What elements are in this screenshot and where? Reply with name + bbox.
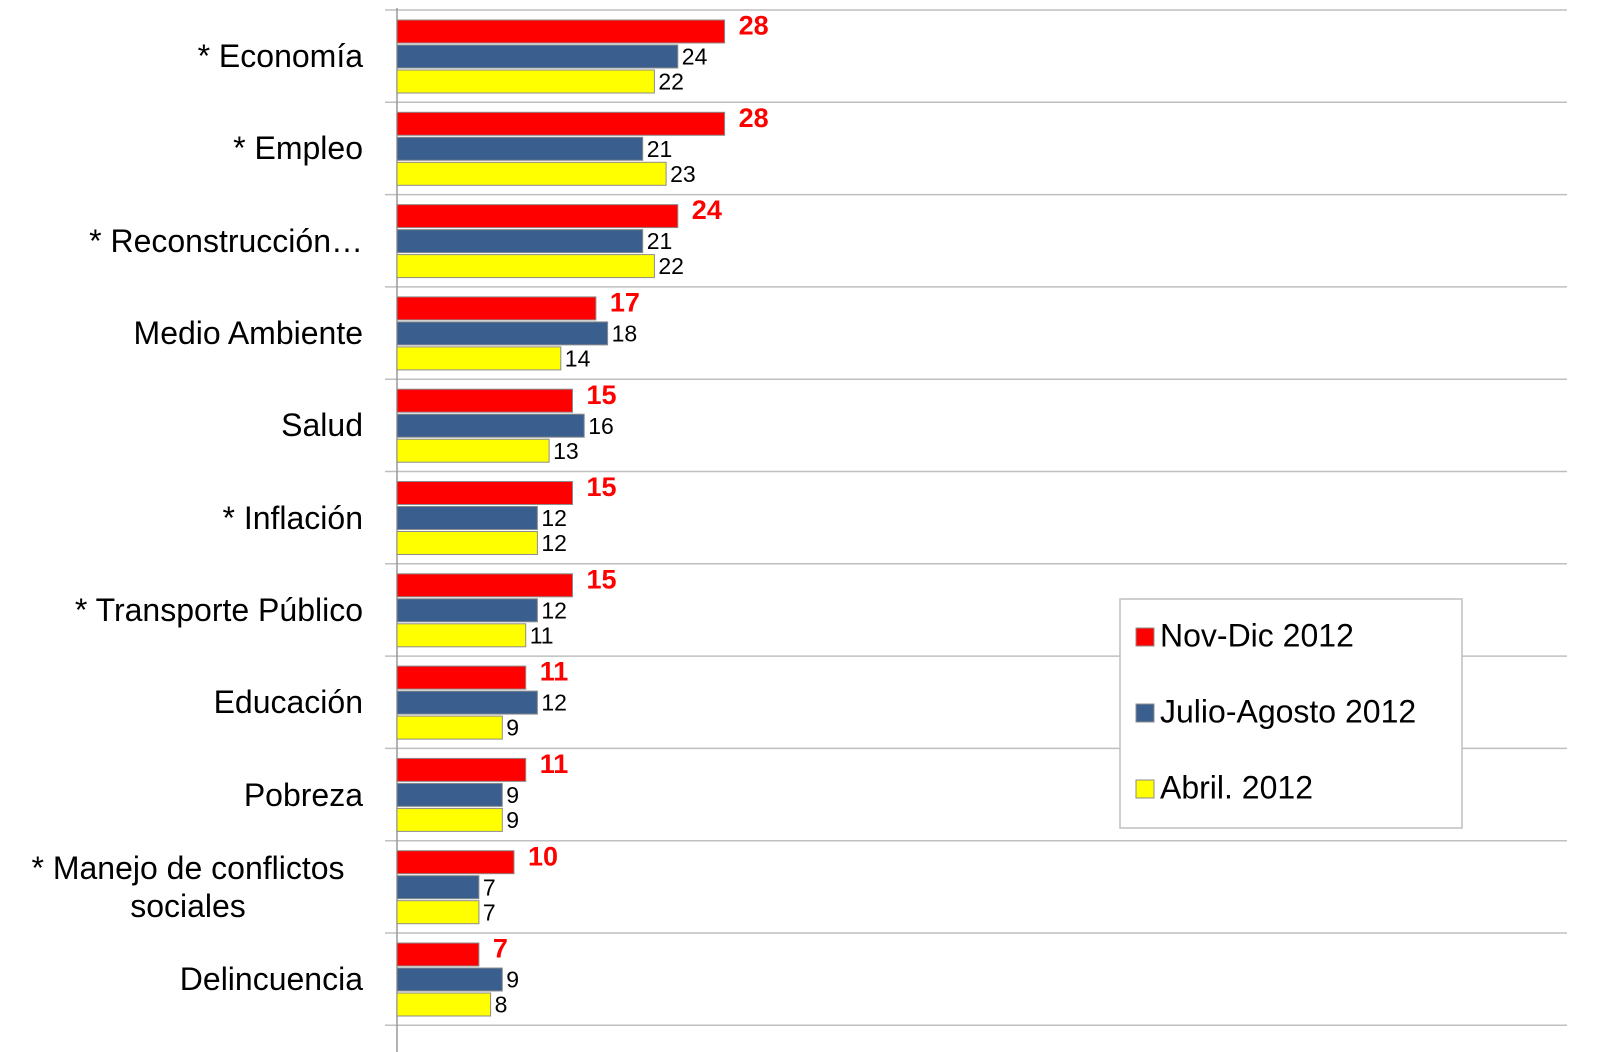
bar (396, 665, 527, 690)
bar (396, 321, 609, 346)
data-label: 11 (540, 749, 569, 779)
data-label: 12 (541, 530, 567, 556)
category-label: * Reconstrucción… (89, 222, 363, 259)
bar (396, 388, 573, 413)
bar (396, 19, 726, 44)
data-label: 11 (540, 657, 569, 687)
bar (396, 44, 679, 69)
bar (396, 900, 480, 925)
legend-label: Julio-Agosto 2012 (1160, 693, 1416, 729)
data-label: 7 (483, 874, 496, 900)
bar (396, 296, 597, 321)
bar (396, 346, 562, 371)
bar (396, 782, 503, 807)
bar (396, 623, 527, 648)
legend-box (1119, 598, 1463, 829)
data-label: 15 (587, 380, 617, 410)
data-label: 9 (506, 967, 519, 993)
data-label: 16 (588, 413, 614, 439)
data-label: 22 (658, 69, 684, 95)
category-label: Medio Ambiente (133, 315, 363, 352)
legend-label: Abril. 2012 (1160, 769, 1313, 805)
legend-swatch (1135, 703, 1155, 723)
bar (396, 69, 655, 94)
category-label: Pobreza (243, 776, 363, 813)
data-label: 12 (541, 597, 567, 623)
data-label: 21 (647, 136, 673, 162)
data-label: 17 (610, 288, 640, 318)
bar (396, 690, 538, 715)
bar (396, 413, 585, 438)
data-label: 14 (565, 345, 591, 371)
data-label: 12 (541, 505, 567, 531)
data-label: 10 (528, 841, 558, 871)
legend-label: Nov-Dic 2012 (1160, 617, 1354, 653)
bar (396, 229, 644, 254)
data-label: 9 (506, 782, 519, 808)
data-label: 22 (658, 253, 684, 279)
data-label: 24 (682, 44, 708, 70)
data-label: 21 (647, 228, 673, 254)
bar (396, 136, 644, 161)
data-label: 15 (587, 564, 617, 594)
category-label: Educación (213, 684, 363, 721)
category-label: * Empleo (233, 130, 363, 167)
data-label: 15 (587, 472, 617, 502)
bar (396, 850, 515, 875)
data-label: 23 (670, 161, 696, 187)
bar (396, 992, 492, 1017)
bar (396, 715, 503, 740)
bar (396, 875, 480, 900)
legend-swatch (1135, 627, 1155, 647)
data-label: 13 (553, 438, 579, 464)
bar (396, 942, 480, 967)
bar (396, 573, 573, 598)
bar (396, 807, 503, 832)
data-label: 7 (483, 899, 496, 925)
bar (396, 438, 550, 463)
data-label: 7 (493, 934, 508, 964)
data-label: 18 (612, 320, 638, 346)
bar (396, 111, 726, 136)
bar (396, 481, 573, 505)
category-label: Delincuencia (179, 961, 363, 998)
data-label: 28 (739, 11, 769, 41)
data-label: 12 (541, 690, 567, 716)
category-label: * Manejo de conflictos sociales (31, 849, 345, 924)
bar (396, 204, 679, 229)
category-label: * Transporte Público (74, 591, 363, 628)
bar (396, 506, 538, 530)
data-label: 9 (506, 715, 519, 741)
data-label: 9 (506, 807, 519, 833)
category-label: * Inflación (222, 499, 363, 536)
bar (396, 598, 538, 623)
data-label: 11 (530, 622, 554, 648)
category-label: * Economía (197, 38, 363, 75)
data-label: 24 (692, 195, 722, 225)
bar (396, 254, 655, 279)
bar (396, 161, 667, 186)
bar (396, 757, 527, 782)
bar (396, 967, 503, 992)
data-label: 8 (495, 992, 508, 1018)
category-label: Salud (281, 407, 363, 444)
legend-swatch (1135, 779, 1155, 799)
data-label: 28 (739, 103, 769, 133)
bar (396, 531, 538, 555)
